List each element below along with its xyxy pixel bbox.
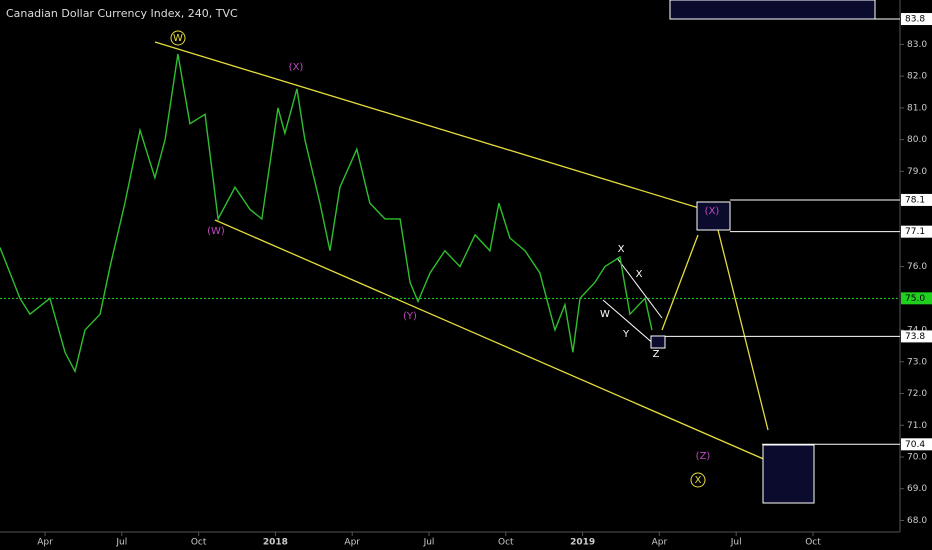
level-label: 77.1 [905,227,925,237]
y-tick-label: 73.0 [907,357,927,367]
y-tick-label: 81.0 [907,103,927,113]
wave-label: Y [622,329,630,340]
x-tick-label: Apr [344,538,360,548]
wave-label: (X) [705,206,720,217]
wave-circle [690,472,706,488]
channel-line [616,257,663,319]
x-tick-label: Jul [423,538,435,548]
arrow [715,221,769,431]
x-tick-label: Oct [805,538,821,548]
level-label: 73.8 [905,332,925,342]
y-tick-label: 79.0 [907,167,927,177]
wave-circle [170,30,186,46]
y-tick-label: 68.0 [907,516,927,526]
level-tag [901,292,932,305]
level-label: 75.0 [905,294,925,304]
x-tick-label: Oct [498,538,514,548]
trendline [154,41,713,213]
y-tick-label: 71.0 [907,421,927,431]
wave-label: W [173,33,183,44]
wave-label: X [636,269,643,280]
wave-label: (Y) [403,311,417,322]
wave-label: Z [653,349,660,360]
trendline [214,219,799,475]
y-tick-label: 80.0 [907,135,927,145]
wave-label: (W) [207,226,225,237]
x-tick-label: Oct [191,538,207,548]
target-box [650,335,666,349]
wave-label: W [600,309,610,320]
x-tick-label: Jul [730,538,742,548]
level-label: 78.1 [905,195,925,205]
level-tag [901,193,932,206]
arrow [661,234,699,331]
wave-label: X [695,475,702,486]
price-line [0,53,653,374]
channel-line [602,299,656,346]
wave-label: (X) [289,62,304,73]
level-tag [901,330,932,343]
x-tick-label: 2019 [570,538,595,548]
x-tick-label: 2018 [263,538,288,548]
wave-label: (Z) [696,451,711,462]
level-label: 83.8 [905,15,925,25]
level-label: 70.4 [905,440,925,450]
target-box [762,444,815,504]
chart-title: Canadian Dollar Currency Index, 240, TVC [6,7,238,20]
y-tick-label: 82.0 [907,72,927,82]
x-tick-label: Apr [37,538,53,548]
wave-label: X [618,244,625,255]
x-tick-label: Jul [115,538,127,548]
level-tag [901,438,932,451]
target-box [669,0,876,20]
y-tick-label: 70.0 [907,453,927,463]
level-tag [901,13,932,26]
x-tick-label: Apr [652,538,668,548]
target-box [696,201,731,231]
y-tick-label: 69.0 [907,484,927,494]
y-tick-label: 72.0 [907,389,927,399]
y-tick-label: 76.0 [907,262,927,272]
level-tag [901,225,932,238]
y-tick-label: 83.0 [907,40,927,50]
